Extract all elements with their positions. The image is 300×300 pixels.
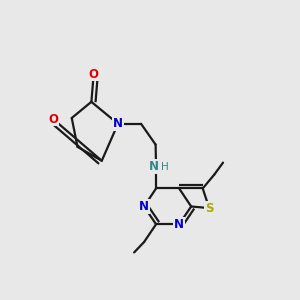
Text: O: O [89,68,99,81]
Text: N: N [139,200,149,213]
Text: S: S [205,202,213,214]
Text: O: O [48,113,58,126]
Text: H: H [161,161,169,172]
Text: N: N [174,218,184,231]
Text: N: N [113,117,123,130]
Text: N: N [149,160,159,173]
